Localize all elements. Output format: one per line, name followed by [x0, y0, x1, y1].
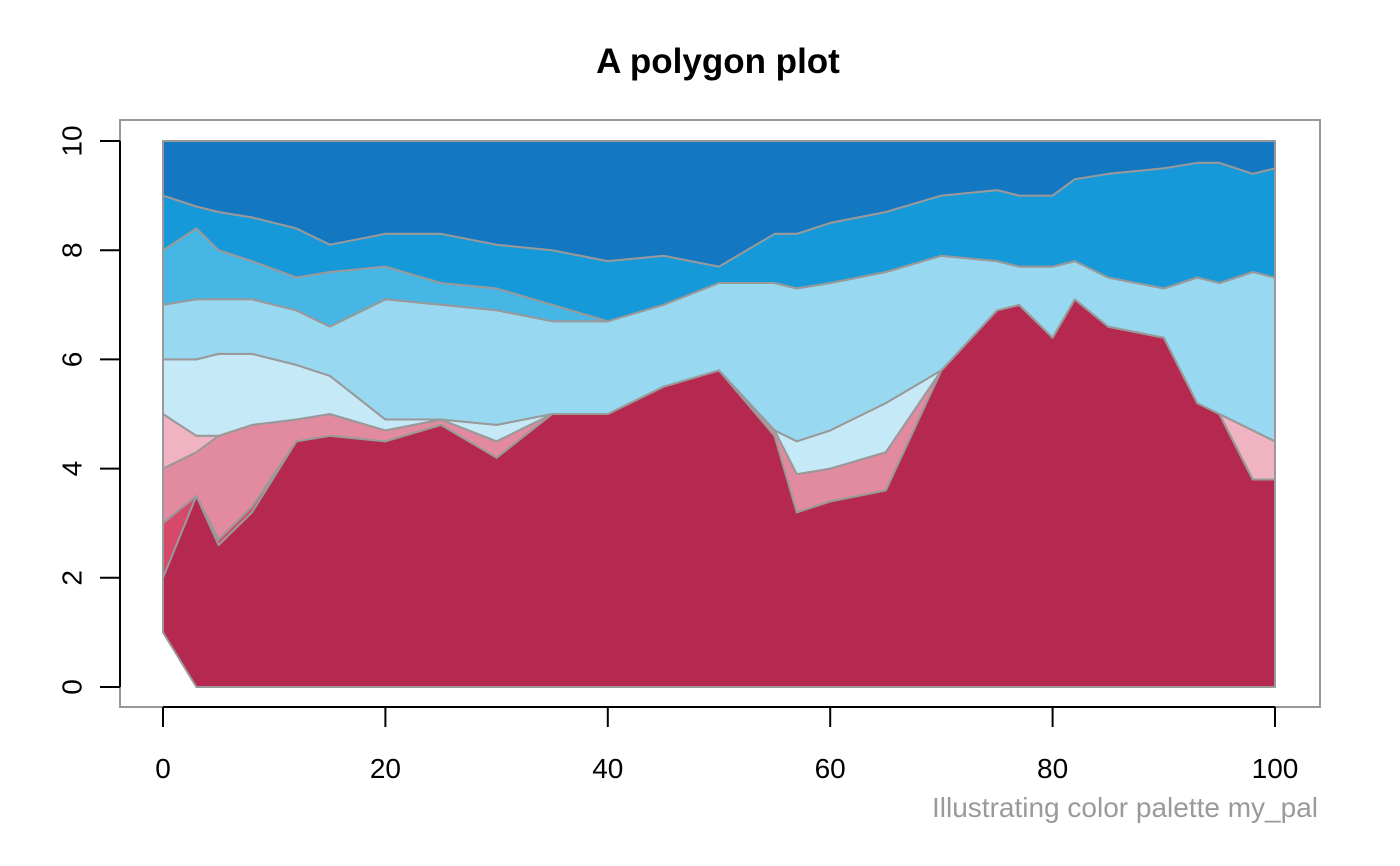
area-bands	[162, 140, 1276, 688]
x-tick-label: 60	[815, 753, 846, 784]
y-tick-label: 4	[57, 461, 88, 477]
y-tick-label: 10	[57, 125, 88, 156]
y-tick-label: 2	[57, 570, 88, 586]
chart-title: A polygon plot	[596, 42, 840, 81]
y-tick-label: 8	[57, 242, 88, 258]
chart-caption: Illustrating color palette my_pal	[932, 792, 1318, 823]
x-tick-label: 40	[592, 753, 623, 784]
y-axis: 0 2 4 6 8 10	[57, 125, 121, 695]
x-tick-label: 80	[1037, 753, 1068, 784]
y-tick-label: 0	[57, 679, 88, 695]
x-tick-label: 100	[1252, 753, 1299, 784]
y-tick-label: 6	[57, 352, 88, 368]
x-tick-label: 20	[370, 753, 401, 784]
x-tick-label: 0	[155, 753, 171, 784]
x-axis: 0 20 40 60 80 100	[155, 706, 1299, 784]
area-band-9	[162, 140, 1276, 268]
